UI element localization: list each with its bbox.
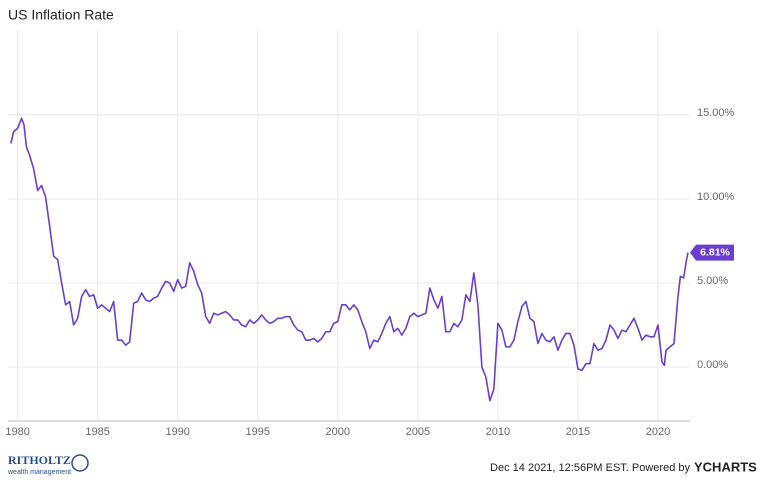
x-tick-label: 2010 xyxy=(486,426,510,438)
y-tick-label: 5.00% xyxy=(697,275,728,287)
x-tick-label: 1980 xyxy=(5,426,29,438)
line xyxy=(10,117,689,402)
logo-subtitle: wealth management xyxy=(7,469,71,476)
x-tick-label: 2000 xyxy=(326,426,350,438)
x-tick-label: 2020 xyxy=(646,426,670,438)
y-tick-label: 0.00% xyxy=(697,359,728,371)
logo-icon xyxy=(71,454,89,472)
end-label-box xyxy=(690,244,734,261)
footer-timestamp: Dec 14 2021, 12:56PM EST. Powered by xyxy=(490,462,690,474)
y-tick-label: 10.00% xyxy=(697,191,735,203)
chart-title: US Inflation Rate xyxy=(8,7,114,23)
x-tick-label: 1985 xyxy=(85,426,109,438)
x-tick-label: 1995 xyxy=(246,426,270,438)
y-tick-label: 15.00% xyxy=(697,107,735,119)
x-tick-label: 1990 xyxy=(165,426,189,438)
footer-brand: YCHARTS xyxy=(694,459,757,474)
logo-title: RITHOLTZ xyxy=(8,453,71,467)
x-tick-label: 2005 xyxy=(406,426,430,438)
end-label-text: 6.81% xyxy=(700,246,730,258)
x-tick-label: 2015 xyxy=(566,426,590,438)
end-label: 6.81% xyxy=(690,244,734,261)
